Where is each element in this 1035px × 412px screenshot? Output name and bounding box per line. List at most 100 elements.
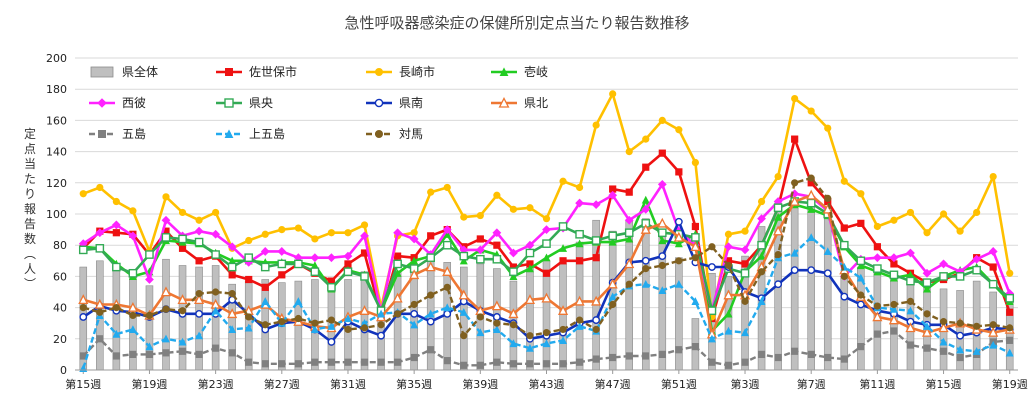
data-point (625, 352, 633, 360)
legend-label: 県南 (399, 95, 423, 110)
data-point (96, 335, 104, 343)
data-point (542, 215, 551, 223)
legend-label: 佐世保市 (249, 64, 297, 79)
legend-label: 県央 (249, 96, 273, 110)
data-point (145, 250, 154, 259)
data-point (195, 289, 203, 298)
legend-label: 上五島 (249, 126, 285, 141)
data-point (95, 244, 105, 253)
data-point (393, 259, 402, 269)
data-point (427, 291, 435, 299)
data-point (757, 197, 766, 206)
legend-item: 長崎市 (366, 64, 435, 79)
data-point (492, 228, 502, 238)
data-point (360, 319, 369, 327)
data-point (741, 297, 749, 305)
data-point (642, 352, 650, 360)
data-point (475, 245, 485, 255)
data-point (790, 266, 799, 275)
data-point (509, 267, 518, 277)
data-point (161, 334, 170, 343)
data-point (212, 288, 220, 296)
data-point (310, 253, 320, 263)
y-ticks: 0 20 40 60 80 100 120 140 160 180 200 (46, 52, 67, 377)
data-point (675, 126, 683, 134)
data-point (873, 222, 881, 231)
data-point (360, 272, 369, 281)
data-point (542, 360, 551, 368)
data-point (824, 194, 832, 202)
data-point (410, 256, 419, 265)
data-point (559, 325, 567, 334)
data-point (111, 220, 121, 230)
data-point (476, 328, 485, 337)
data-point (360, 358, 369, 366)
data-point (641, 280, 650, 288)
data-point (774, 353, 782, 362)
series-10 (79, 174, 1014, 340)
data-point (194, 226, 204, 236)
data-point (857, 291, 865, 299)
data-point (856, 273, 865, 282)
data-point (508, 308, 519, 319)
x-tick-label: 第27週 (264, 377, 300, 391)
data-point (939, 347, 948, 355)
data-point (228, 289, 236, 298)
data-point (939, 210, 948, 218)
data-point (377, 331, 385, 340)
data-point (608, 231, 617, 241)
bar (625, 219, 633, 371)
x-tick-label: 第15週 (65, 377, 101, 391)
data-point (674, 239, 683, 248)
data-point (162, 227, 170, 235)
data-point (327, 229, 336, 237)
data-point (161, 215, 171, 225)
data-point (344, 358, 352, 366)
data-point (443, 183, 451, 192)
data-point (922, 278, 932, 287)
data-point (524, 294, 536, 305)
data-point (525, 248, 535, 258)
data-point (95, 228, 105, 238)
data-point (177, 294, 188, 305)
data-point (310, 325, 319, 334)
data-point (691, 343, 699, 351)
data-point (409, 269, 420, 280)
data-point (889, 304, 898, 313)
data-point (939, 318, 948, 326)
data-point (178, 337, 187, 346)
data-point (195, 216, 203, 224)
data-point (360, 231, 369, 241)
data-point (906, 306, 915, 315)
data-point (127, 301, 138, 312)
data-point (691, 254, 699, 262)
data-point (1005, 293, 1015, 303)
data-point (161, 233, 171, 242)
data-point (160, 286, 172, 297)
data-point (394, 310, 402, 318)
data-point (625, 188, 633, 196)
data-point (94, 298, 105, 309)
data-point (78, 245, 88, 255)
x-tick-label: 第7週 (797, 377, 826, 391)
data-point (873, 302, 881, 310)
data-point (575, 257, 584, 265)
data-point (211, 229, 221, 239)
data-point (360, 249, 369, 257)
data-point (392, 292, 403, 303)
data-point (79, 304, 87, 312)
data-point (624, 215, 634, 225)
data-point (791, 135, 799, 143)
data-point (344, 229, 352, 237)
data-point (195, 257, 203, 265)
data-point (79, 352, 87, 360)
x-tick-label: 第51週 (661, 377, 697, 391)
data-point (674, 280, 683, 288)
data-point (493, 358, 501, 366)
data-point (939, 337, 948, 346)
data-point (690, 241, 701, 252)
data-point (740, 245, 750, 255)
data-point (499, 67, 509, 76)
data-point (178, 307, 187, 315)
y-tick-label: 100 (46, 208, 67, 221)
